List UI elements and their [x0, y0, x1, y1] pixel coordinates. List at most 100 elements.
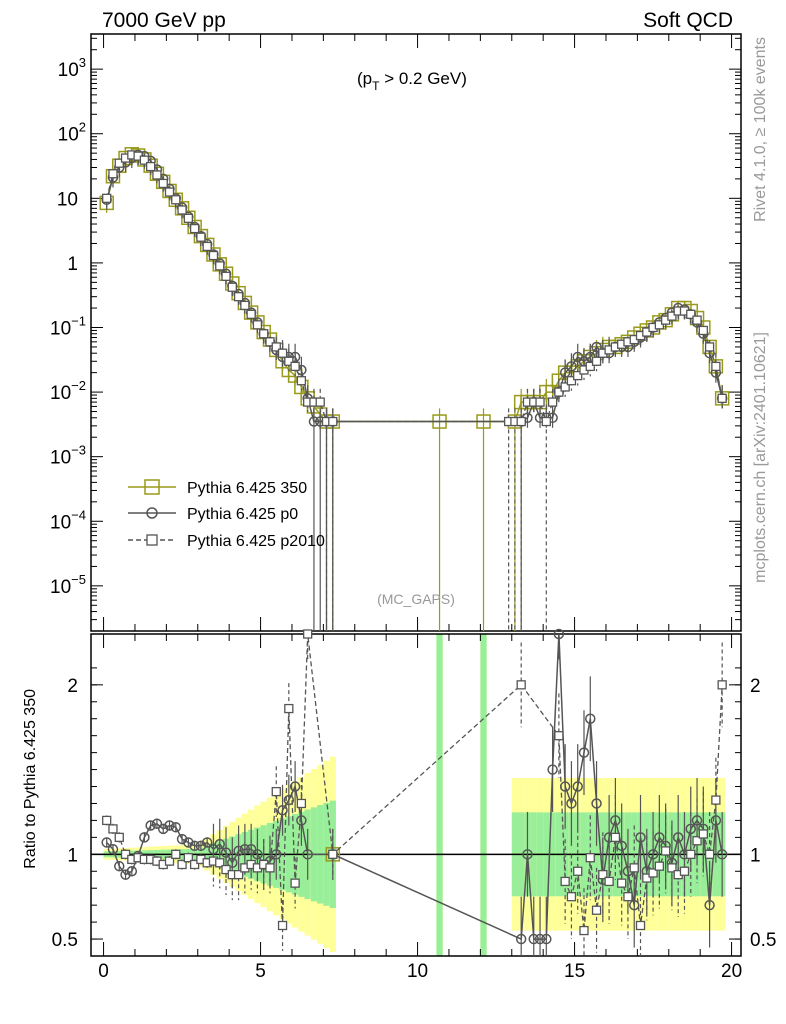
ratio-point-1 [660, 846, 671, 856]
ratio-point-0 [302, 849, 313, 860]
ratio-point-0 [591, 798, 602, 809]
ratio-point-1 [296, 798, 307, 809]
ratio-point-0 [120, 869, 131, 880]
series-line-0 [105, 153, 723, 423]
ratio-panel-frame [90, 633, 742, 957]
pt-cut-sub: T [372, 79, 380, 93]
series-point-2 [271, 342, 281, 352]
series-point-2 [102, 193, 112, 203]
ratio-band-green [480, 634, 487, 956]
ratio-point-0 [572, 781, 583, 792]
series-point-2 [554, 387, 564, 397]
main-ytick-base: 1 [67, 254, 78, 275]
series-point-2 [139, 155, 150, 165]
ratio-y-axis-title: Ratio to Pythia 6.425 350 [22, 689, 39, 869]
ratio-point-0 [201, 837, 213, 848]
main-panel-frame [90, 33, 742, 632]
series-point-2 [171, 195, 181, 205]
ratio-point-1 [277, 920, 288, 931]
series-point-2 [277, 348, 288, 358]
series-point-2 [265, 337, 275, 347]
legend-marker-p0 [146, 507, 158, 519]
ratio-point-1 [554, 731, 564, 741]
ratio-point-1 [610, 832, 621, 843]
main-ytick-label: 1 [67, 254, 78, 275]
series-point-2 [328, 416, 338, 427]
series-point-2 [233, 292, 244, 302]
ratio-point-1 [265, 863, 275, 873]
main-ytick-label: 10−1 [50, 313, 86, 339]
series-point-2 [183, 213, 193, 223]
ratio-point-0 [170, 821, 182, 833]
series-point-2 [240, 300, 250, 311]
series-point-2 [704, 342, 715, 352]
series-point-2 [189, 223, 200, 234]
ratio-point-1 [717, 680, 727, 690]
ratio-point-0 [176, 833, 188, 845]
x-tick-label: 5 [255, 961, 266, 982]
series-point-2 [560, 382, 570, 392]
pt-cut-rest: > 0.2 GeV) [379, 69, 466, 88]
ratio-band-green [436, 634, 443, 956]
ratio-point-0 [704, 899, 715, 911]
main-ytick-label: 10−2 [50, 378, 86, 404]
ratio-point-1 [686, 849, 696, 859]
x-tick-label: 20 [721, 961, 742, 982]
ratio-series-layer [101, 628, 728, 956]
ratio-point-1 [667, 863, 677, 873]
ratio-point-0 [522, 849, 533, 860]
ratio-ytick-label: 2 [67, 676, 78, 697]
legend-label-p2010: Pythia 6.425 p2010 [187, 533, 325, 550]
main-ytick-label: 10 [57, 189, 78, 210]
series-point-2 [246, 309, 256, 319]
series-point-2 [252, 320, 263, 330]
series-line-2 [106, 154, 723, 424]
x-tick-label: 10 [407, 961, 428, 982]
ratio-point-1 [617, 878, 627, 888]
series-point-2 [667, 311, 677, 321]
series-line-1 [105, 154, 723, 423]
ratio-point-1 [604, 876, 614, 887]
main-ytick-base: 10 [50, 383, 71, 404]
ratio-point-0 [164, 820, 175, 831]
analysis-watermark: (MC_GAPS) [377, 591, 455, 607]
ratio-point-1 [328, 849, 338, 859]
main-ytick-exponent: −3 [71, 443, 86, 458]
ratio-point-0 [566, 798, 577, 809]
legend-entry-350: Pythia 6.425 350 [128, 479, 307, 497]
ratio-point-0 [126, 866, 138, 877]
legend: Pythia 6.425 350 Pythia 6.425 p0 Pythia … [128, 479, 325, 550]
ratio-point-1 [573, 866, 583, 876]
ratio-point-0 [553, 628, 565, 640]
rivet-label: Rivet 4.1.0, ≥ 100k events [752, 37, 769, 222]
header-left-label: 7000 GeV pp [102, 9, 226, 32]
ratio-ytick-label-right: 0.5 [750, 930, 776, 951]
series-point-2 [164, 187, 175, 197]
series-point-2 [108, 169, 118, 179]
ratio-point-0 [114, 860, 125, 872]
series-point-2 [202, 241, 212, 252]
ratio-point-0 [101, 837, 112, 848]
series-point-2 [146, 161, 156, 172]
legend-label-p0: Pythia 6.425 p0 [187, 506, 298, 523]
series-point-2 [152, 170, 162, 180]
series-point-2 [717, 393, 727, 403]
series-point-2 [290, 361, 300, 372]
ratio-point-1 [516, 680, 526, 690]
ratio-uncertainty-bands [103, 634, 726, 956]
main-ytick-base: 10 [50, 448, 71, 469]
main-ytick-base: 10 [50, 318, 71, 339]
series-point-2 [535, 397, 545, 407]
series-point-2 [585, 361, 595, 372]
legend-marker-350 [144, 479, 160, 495]
main-ytick-label: 10−4 [50, 507, 86, 533]
ratio-point-1 [654, 861, 665, 871]
ratio-point-1 [108, 824, 118, 834]
ratio-point-1 [591, 905, 602, 915]
ratio-point-0 [195, 840, 207, 852]
series-point-2 [654, 320, 665, 330]
series-point-2 [566, 376, 577, 386]
ratio-point-1 [284, 703, 294, 714]
ratio-point-0 [541, 933, 552, 945]
ratio-point-1 [648, 868, 658, 878]
